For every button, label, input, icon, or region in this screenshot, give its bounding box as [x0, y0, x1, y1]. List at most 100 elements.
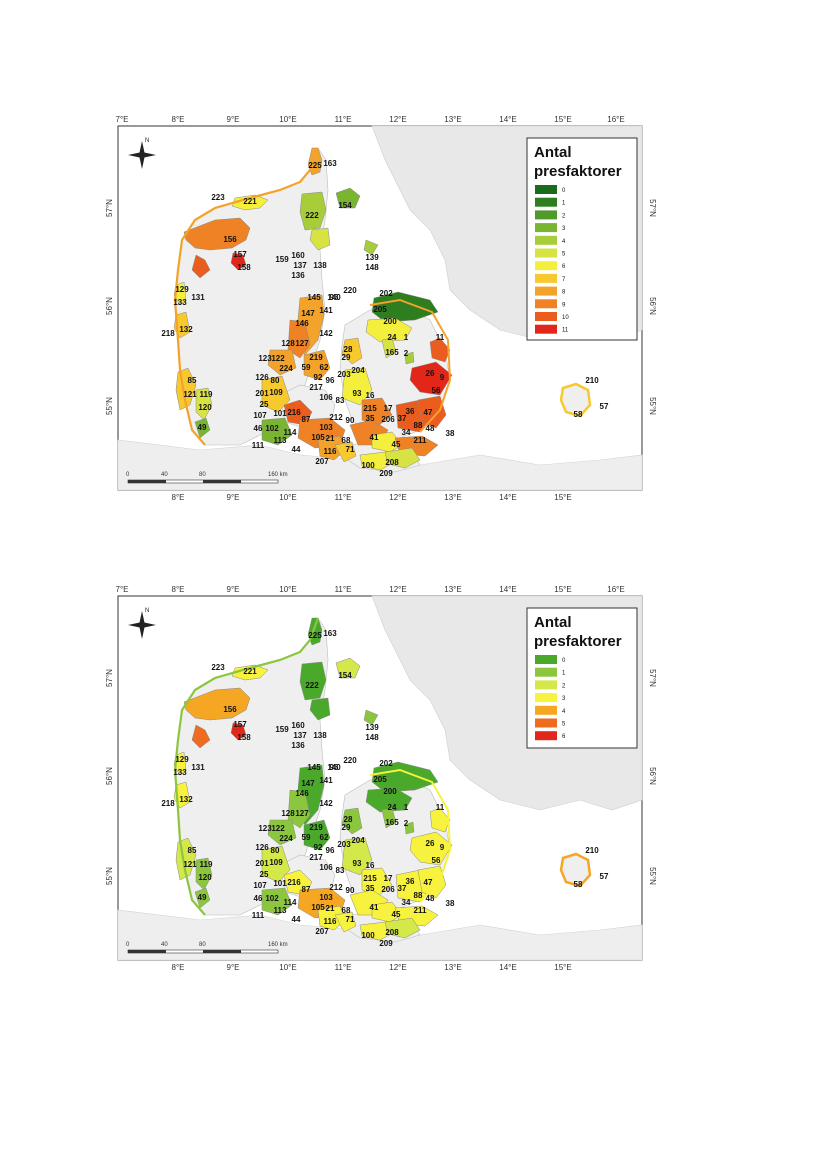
water-body	[363, 709, 379, 726]
area-number-label: 159	[275, 725, 289, 734]
latitude-tick-label: 55°N	[105, 397, 114, 415]
area-number-label: 137	[293, 261, 307, 270]
water-body	[361, 867, 393, 897]
area-number-label: 56	[432, 856, 441, 865]
area-number-label: 41	[370, 903, 379, 912]
area-number-label: 142	[319, 799, 333, 808]
area-number-label: 49	[198, 423, 207, 432]
area-number-label: 148	[365, 733, 379, 742]
area-number-label: 111	[252, 911, 265, 920]
area-number-label: 129	[175, 755, 189, 764]
longitude-tick-label: 12°E	[389, 493, 406, 502]
area-number-label: 215	[363, 874, 377, 883]
longitude-tick-label: 14°E	[499, 963, 516, 972]
area-number-label: 156	[223, 235, 237, 244]
area-number-label: 163	[323, 629, 337, 638]
area-number-label: 136	[291, 271, 305, 280]
area-number-label: 121	[183, 390, 197, 399]
area-number-label: 218	[161, 329, 175, 338]
area-number-label: 217	[309, 383, 323, 392]
area-number-label: 21	[326, 904, 335, 913]
water-body	[287, 789, 311, 829]
area-number-label: 126	[255, 373, 269, 382]
scale-label: 40	[161, 472, 168, 478]
water-body	[317, 435, 347, 461]
longitude-tick-label: 15°E	[554, 963, 571, 972]
area-number-label: 44	[292, 915, 301, 924]
area-number-label: 208	[385, 458, 399, 467]
latitude-ticks: 57°N 57°N 56°N 56°N 55°N 55°N	[105, 669, 657, 885]
water-body	[283, 399, 313, 426]
area-number-label: 210	[585, 376, 599, 385]
legend-item-label: 2	[562, 213, 566, 219]
area-number-label: 224	[279, 364, 293, 373]
area-number-label: 101	[273, 879, 287, 888]
area-number-label: 140	[327, 293, 341, 302]
area-number-label: 133	[173, 768, 187, 777]
area-number-label: 132	[179, 795, 193, 804]
area-number-label: 92	[314, 843, 323, 852]
water-body	[384, 917, 421, 939]
area-number-label: 114	[284, 428, 297, 437]
area-number-label: 21	[326, 434, 335, 443]
area-number-label: 219	[309, 353, 323, 362]
area-number-label: 221	[243, 197, 257, 206]
area-number-label: 106	[319, 393, 333, 402]
longitude-tick-label: 10°E	[279, 115, 296, 124]
water-body	[194, 417, 211, 439]
latitude-tick-label: 57°N	[105, 669, 114, 687]
legend-title: Antal	[534, 614, 572, 631]
area-number-label: 58	[574, 410, 583, 419]
legend-item-label: 5	[562, 722, 566, 728]
area-number-label: 28	[344, 815, 353, 824]
longitude-tick-label: 13°E	[444, 963, 461, 972]
map-panel-bottom: 225 163 223 221 154 222 156 157 158 159 160 137 138 1…	[0, 570, 827, 990]
area-number-label: 120	[198, 403, 212, 412]
longitude-tick-label: 13°E	[444, 493, 461, 502]
area-number-label: 218	[161, 799, 175, 808]
scale-label: 160 km	[268, 942, 288, 948]
longitude-tick-label: 8°E	[172, 493, 185, 502]
area-number-label: 102	[265, 424, 279, 433]
area-number-label: 46	[254, 424, 263, 433]
longitude-tick-label: 14°E	[499, 115, 516, 124]
area-number-label: 200	[383, 787, 397, 796]
area-number-label: 38	[446, 899, 455, 908]
area-number-label: 80	[271, 846, 280, 855]
area-number-label: 36	[406, 407, 415, 416]
water-body	[371, 291, 439, 323]
area-number-label: 131	[191, 763, 205, 772]
area-number-label: 220	[343, 286, 357, 295]
latitude-tick-label: 57°N	[105, 199, 114, 217]
water-body	[371, 431, 403, 453]
longitude-tick-label: 11°E	[335, 963, 352, 972]
area-number-label: 207	[315, 927, 329, 936]
water-body	[317, 905, 347, 931]
area-number-label: 96	[330, 763, 339, 772]
coastal-water-line	[173, 147, 320, 446]
legend-items: 0 1 2 3 4 5 6	[535, 655, 566, 741]
longitude-tick-label: 11°E	[335, 493, 352, 502]
area-number-label: 219	[309, 823, 323, 832]
water-body	[363, 239, 379, 256]
water-body	[267, 349, 297, 376]
water-body	[287, 319, 311, 359]
water-body	[429, 337, 451, 363]
area-number-label: 24	[388, 803, 397, 812]
area-number-label: 119	[200, 860, 213, 869]
legend-swatch	[535, 261, 557, 271]
area-number-label: 100	[361, 461, 375, 470]
legend-item-label: 3	[562, 696, 566, 702]
area-number-label: 216	[287, 408, 301, 417]
legend-swatch	[535, 248, 557, 258]
area-number-label: 105	[311, 433, 325, 442]
water-body	[371, 761, 439, 793]
area-number-label: 48	[426, 424, 435, 433]
area-number-label: 138	[313, 731, 327, 740]
longitude-tick-label: 8°E	[172, 115, 185, 124]
area-number-label: 209	[379, 469, 393, 478]
legend-swatch	[535, 705, 557, 715]
area-number-label: 9	[440, 373, 445, 382]
area-number-label: 35	[366, 884, 375, 893]
